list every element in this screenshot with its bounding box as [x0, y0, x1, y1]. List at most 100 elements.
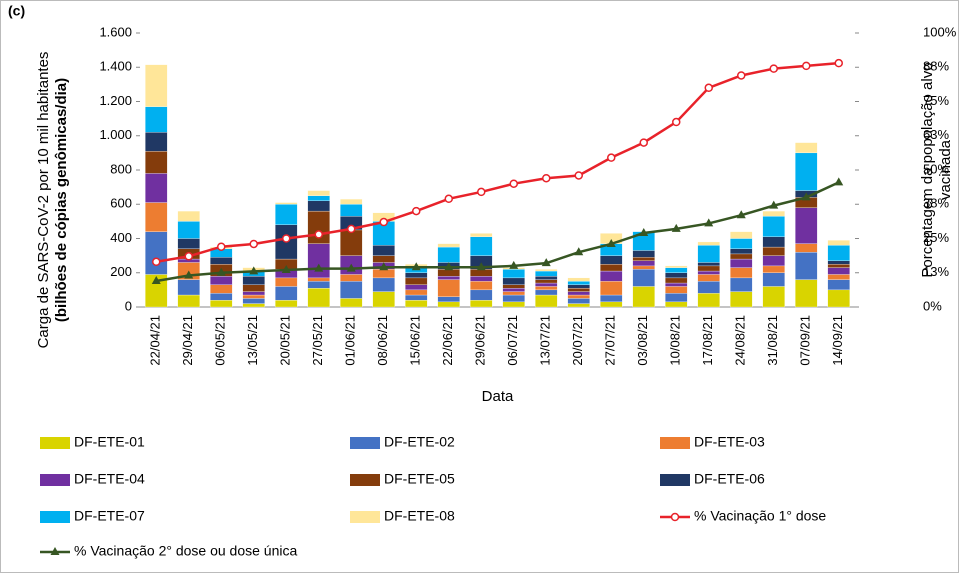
line-marker: [606, 238, 616, 247]
legend-swatch: [40, 474, 70, 486]
bar-segment: [340, 298, 363, 308]
bar-segment: [405, 277, 428, 285]
bar-segment: [372, 245, 395, 256]
bar-segment: [502, 288, 525, 292]
bar-segment: [827, 240, 850, 246]
bar-segment: [275, 204, 298, 225]
legend-label: DF-ETE-02: [384, 434, 455, 450]
line-marker: [704, 83, 713, 93]
x-tick-label: 13/07/21: [538, 315, 553, 366]
x-tick-label: 27/05/21: [310, 315, 325, 366]
bar-segment: [567, 288, 590, 292]
line-marker: [834, 58, 843, 68]
x-axis-label: Data: [482, 388, 514, 405]
line-marker: [672, 117, 681, 127]
line-marker: [282, 234, 291, 243]
bar-segment: [372, 277, 395, 292]
y2-axis-label: vacinada: [937, 139, 954, 200]
line-marker: [476, 262, 486, 271]
line-marker: [639, 228, 649, 237]
bar-segment: [762, 272, 785, 287]
line-marker: [801, 192, 811, 201]
bar-segment: [307, 288, 330, 308]
bar-segment: [665, 267, 688, 273]
bar-segment: [437, 296, 460, 303]
bar-segment: [405, 289, 428, 296]
legend-swatch: [40, 437, 70, 449]
line-marker: [444, 262, 454, 271]
bar-segment: [340, 229, 363, 256]
line-marker: [542, 173, 551, 183]
legend-label: DF-ETE-03: [694, 434, 765, 450]
x-tick-label: 31/08/21: [765, 315, 780, 366]
bar-segment: [762, 236, 785, 248]
bar-segment: [567, 277, 590, 282]
x-tick-label: 29/04/21: [180, 315, 195, 366]
bar-segment: [437, 243, 460, 248]
bar-segment: [437, 276, 460, 280]
bar-segment: [405, 294, 428, 301]
line-marker: [834, 177, 844, 186]
bar-segment: [405, 284, 428, 291]
y2-tick-label: 88%: [923, 59, 949, 74]
legend-swatch: [660, 474, 690, 486]
bar-segment: [502, 269, 525, 279]
bar-segment: [762, 216, 785, 237]
bar-segment: [470, 289, 493, 301]
bar-segment: [405, 299, 428, 308]
bar-segment: [242, 284, 265, 292]
x-tick-label: 20/05/21: [278, 315, 293, 366]
bar-segment: [600, 264, 623, 272]
bar-segment: [210, 293, 233, 301]
x-tick-label: 06/07/21: [505, 315, 520, 366]
y2-tick-label: 38%: [923, 196, 949, 211]
bar-segment: [697, 293, 720, 308]
bar-segment: [665, 293, 688, 303]
line-marker: [379, 262, 389, 271]
y2-tick-label: 63%: [923, 127, 949, 142]
bar-segment: [762, 255, 785, 267]
bar-segment: [145, 202, 168, 232]
bar-segment: [502, 291, 525, 296]
bar-segment: [762, 246, 785, 256]
line-marker: [704, 218, 714, 227]
bar-segment: [535, 270, 558, 277]
bar-segment: [535, 286, 558, 291]
line-series: [156, 181, 840, 283]
bar-segment: [340, 281, 363, 299]
bar-segment: [340, 198, 363, 205]
y-axis-label: Carga de SARS-CoV-2 por 10 mil habitante…: [35, 52, 52, 349]
bar-segment: [600, 294, 623, 303]
y-tick-label: 800: [110, 161, 132, 176]
bar-segment: [307, 190, 330, 196]
bar-segment: [372, 269, 395, 279]
x-tick-label: 07/09/21: [798, 315, 813, 366]
line-marker: [737, 71, 746, 80]
bar-segment: [697, 245, 720, 263]
bar-segment: [372, 255, 395, 263]
bar-segment: [145, 173, 168, 203]
legend-label: DF-ETE-01: [74, 434, 145, 450]
bar-segment: [795, 243, 818, 253]
bar-segment: [795, 142, 818, 154]
legend-label: DF-ETE-08: [384, 508, 455, 524]
bar-segment: [242, 276, 265, 285]
bar-segment: [730, 248, 753, 255]
legend-label: DF-ETE-05: [384, 471, 455, 487]
line-marker: [184, 270, 194, 279]
bar-segment: [535, 279, 558, 284]
bar-segment: [697, 270, 720, 275]
bar-segment: [795, 279, 818, 308]
bar-segment: [665, 277, 688, 284]
bar-segment: [502, 294, 525, 303]
bar-segment: [275, 286, 298, 301]
bar-segment: [600, 301, 623, 308]
bar-segment: [567, 303, 590, 308]
bar-segment: [535, 269, 558, 272]
bar-segment: [502, 277, 525, 285]
bar-segment: [730, 238, 753, 249]
y-tick-label: 400: [110, 230, 132, 245]
bar-segment: [177, 221, 200, 239]
